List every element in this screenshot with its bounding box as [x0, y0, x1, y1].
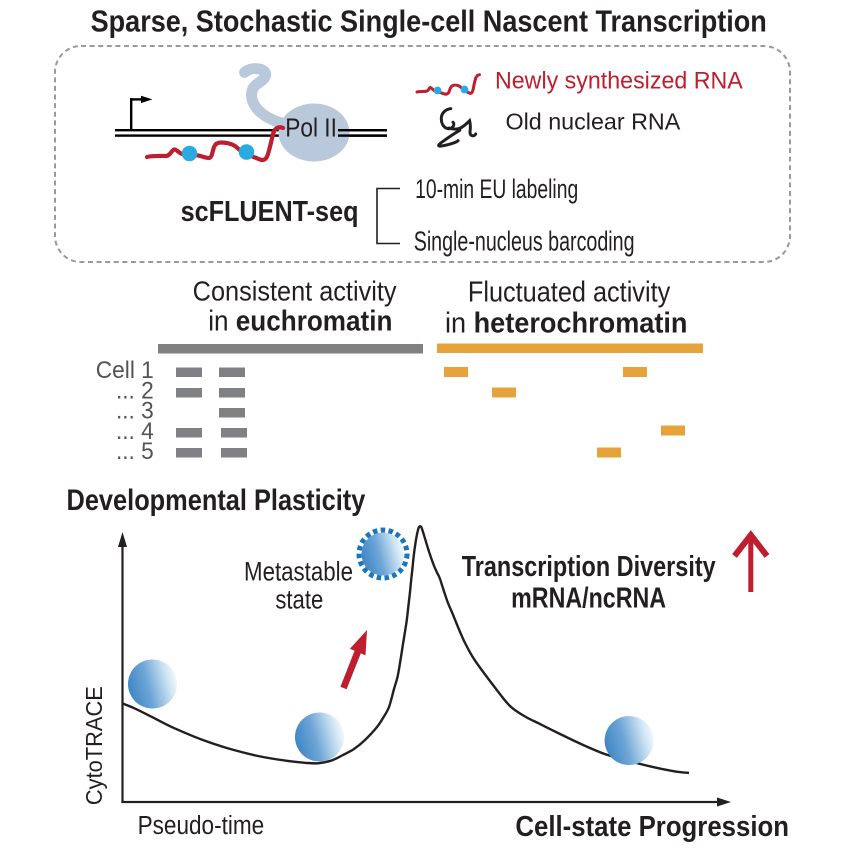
svg-text:Fluctuated activity: Fluctuated activity: [468, 275, 671, 308]
svg-text:scFLUENT-seq: scFLUENT-seq: [181, 195, 359, 227]
svg-text:mRNA/ncRNA: mRNA/ncRNA: [511, 581, 666, 614]
svg-text:CytoTRACE: CytoTRACE: [81, 686, 107, 805]
svg-text:... 2: ... 2: [116, 377, 154, 404]
svg-text:Consistent activity: Consistent activity: [193, 275, 397, 306]
svg-text:Cell 1: Cell 1: [96, 357, 154, 384]
svg-text:Single-nucleus barcoding: Single-nucleus barcoding: [414, 226, 635, 257]
svg-text:in euchromatin: in euchromatin: [208, 304, 392, 336]
svg-text:Sparse, Stochastic Single-cell: Sparse, Stochastic Single-cell Nascent T…: [91, 5, 767, 39]
svg-text:Old nuclear RNA: Old nuclear RNA: [506, 108, 681, 134]
svg-text:Pseudo-time: Pseudo-time: [138, 812, 265, 841]
svg-text:state: state: [275, 586, 323, 615]
svg-text:in heterochromatin: in heterochromatin: [445, 307, 687, 339]
svg-text:Developmental Plasticity: Developmental Plasticity: [67, 483, 367, 516]
svg-text:... 3: ... 3: [116, 397, 154, 424]
svg-text:Metastable: Metastable: [244, 558, 353, 587]
svg-text:Newly synthesized RNA: Newly synthesized RNA: [495, 68, 743, 94]
svg-text:Pol II: Pol II: [285, 114, 337, 143]
svg-text:10-min EU labeling: 10-min EU labeling: [415, 174, 578, 204]
svg-text:Transcription Diversity: Transcription Diversity: [462, 550, 716, 583]
svg-text:... 4: ... 4: [116, 417, 154, 444]
svg-text:... 5: ... 5: [116, 438, 154, 465]
svg-text:Cell-state Progression: Cell-state Progression: [515, 809, 789, 842]
